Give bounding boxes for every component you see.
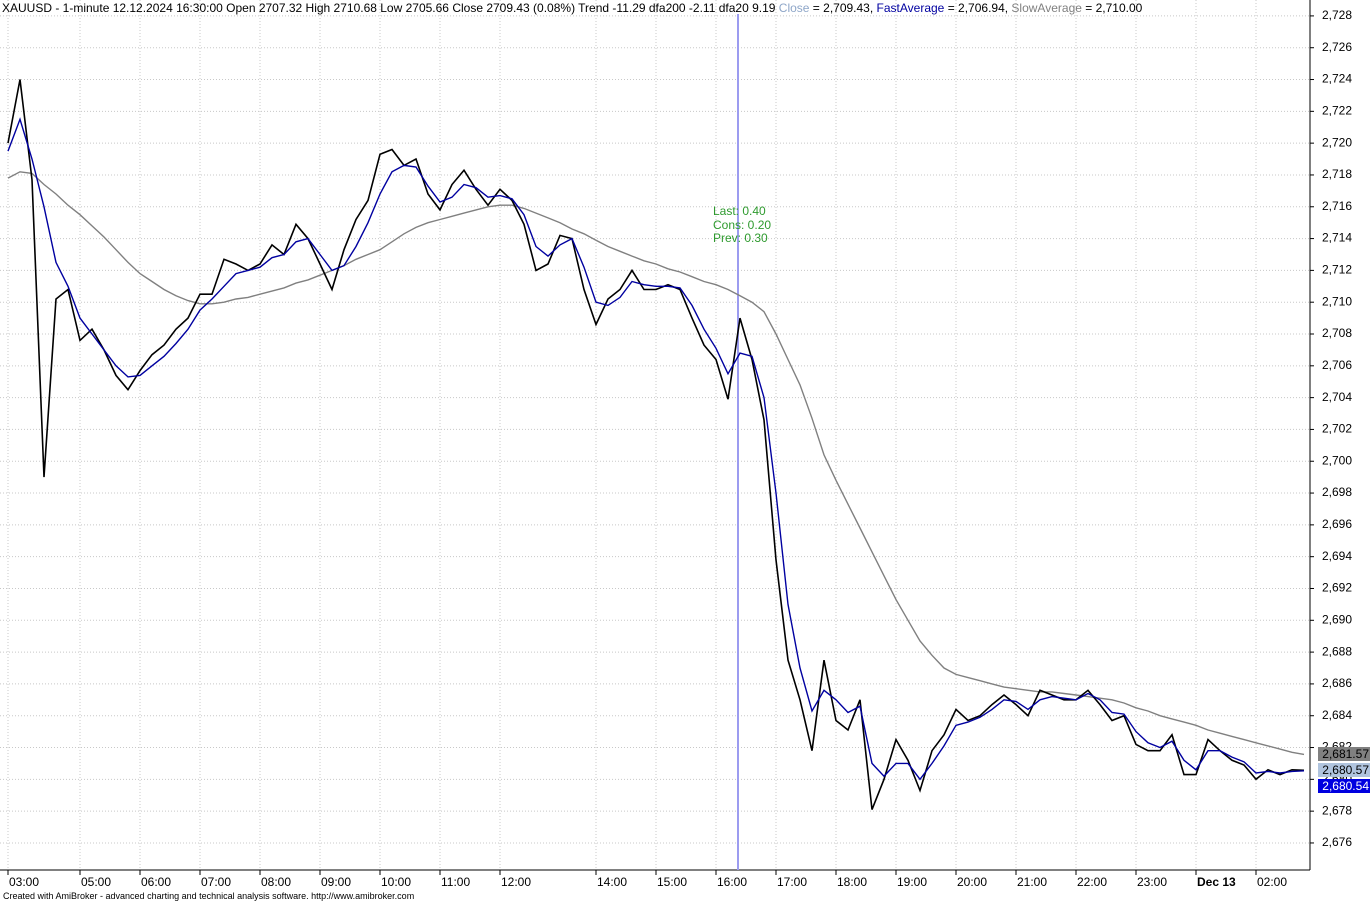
y-tick-label: 2,690 [1322,612,1352,626]
x-tick-label: 03:00 [9,875,39,889]
annotation: Last: 0.40 [713,204,766,218]
y-tick-label: 2,692 [1322,581,1352,595]
y-tick-label: 2,676 [1322,835,1352,849]
legend-value: = 2,709.43, [809,1,877,15]
footer: Created with AmiBroker - advanced charti… [3,891,415,901]
y-tick-label: 2,726 [1322,40,1352,54]
x-tick-label: 15:00 [657,875,687,889]
y-tick-label: 2,704 [1322,390,1352,404]
series-line [7,171,1305,756]
legend: Close = 2,709.43, FastAverage = 2,706.94… [779,1,1143,15]
chart-header: XAUUSD - 1-minute 12.12.2024 16:30:00 Op… [2,1,1142,15]
x-tick-label: 11:00 [441,875,470,889]
y-tick-label: 2,706 [1322,358,1352,372]
y-tick-label: 2,678 [1322,803,1352,817]
chart-title: XAUUSD - 1-minute 12.12.2024 16:30:00 Op… [2,1,776,15]
x-tick-label: 14:00 [597,875,627,889]
x-tick-label: 17:00 [777,875,807,889]
legend-label: Close [778,1,810,15]
x-tick-label: 12:00 [501,875,531,889]
x-tick-label: 22:00 [1077,875,1107,889]
y-tick-label: 2,722 [1322,104,1352,118]
y-tick-label: 2,712 [1322,263,1352,277]
y-tick-label: 2,710 [1322,294,1352,308]
y-tick-label: 2,714 [1322,231,1352,245]
y-tick-label: 2,686 [1322,676,1352,690]
x-tick-label: 02:00 [1257,875,1287,889]
y-tick-label: 2,708 [1322,326,1352,340]
y-tick-label: 2,724 [1322,72,1352,86]
y-tick-label: 2,688 [1322,644,1352,658]
x-tick-label: 18:00 [837,875,867,889]
x-tick-label: 21:00 [1017,875,1047,889]
y-tick-label: 2,694 [1322,549,1352,563]
legend-value: = 2,706.94, [944,1,1012,15]
x-tick-label: Dec 13 [1197,875,1236,889]
annotation: Prev: 0.30 [713,231,768,245]
x-tick-label: 20:00 [957,875,987,889]
annotation: Cons: 0.20 [713,217,772,232]
x-tick-label: 06:00 [141,875,171,889]
y-tick-label: 2,700 [1322,453,1352,467]
x-tick-label: 07:00 [201,875,231,889]
legend-value: = 2,710.00 [1081,1,1143,15]
annotation-box: Last: 0.40 Cons: 0.20 Prev: 0.30 [713,204,772,246]
x-tick-label: 08:00 [261,875,291,889]
x-tick-label: 19:00 [897,875,927,889]
last-value-tag: 2,681.57 [1318,747,1370,762]
y-tick-label: 2,702 [1322,422,1352,436]
y-tick-label: 2,718 [1322,167,1352,181]
x-tick-label: 16:00 [717,875,747,889]
series-line [7,79,1305,810]
y-tick-label: 2,684 [1322,708,1352,722]
x-tick-label: 23:00 [1137,875,1167,889]
y-tick-label: 2,720 [1322,135,1352,149]
last-value-tag: 2,680.57 [1318,763,1370,778]
y-tick-label: 2,698 [1322,485,1352,499]
y-tick-label: 2,696 [1322,517,1352,531]
x-tick-label: 05:00 [81,875,111,889]
y-tick-label: 2,728 [1322,8,1352,22]
series-line [7,117,1305,781]
x-tick-label: 10:00 [381,875,411,889]
y-tick-label: 2,716 [1322,199,1352,213]
legend-label: FastAverage [876,1,945,15]
legend-label: SlowAverage [1011,1,1082,15]
last-value-tag: 2,680.54 [1318,779,1370,794]
x-tick-label: 09:00 [321,875,351,889]
